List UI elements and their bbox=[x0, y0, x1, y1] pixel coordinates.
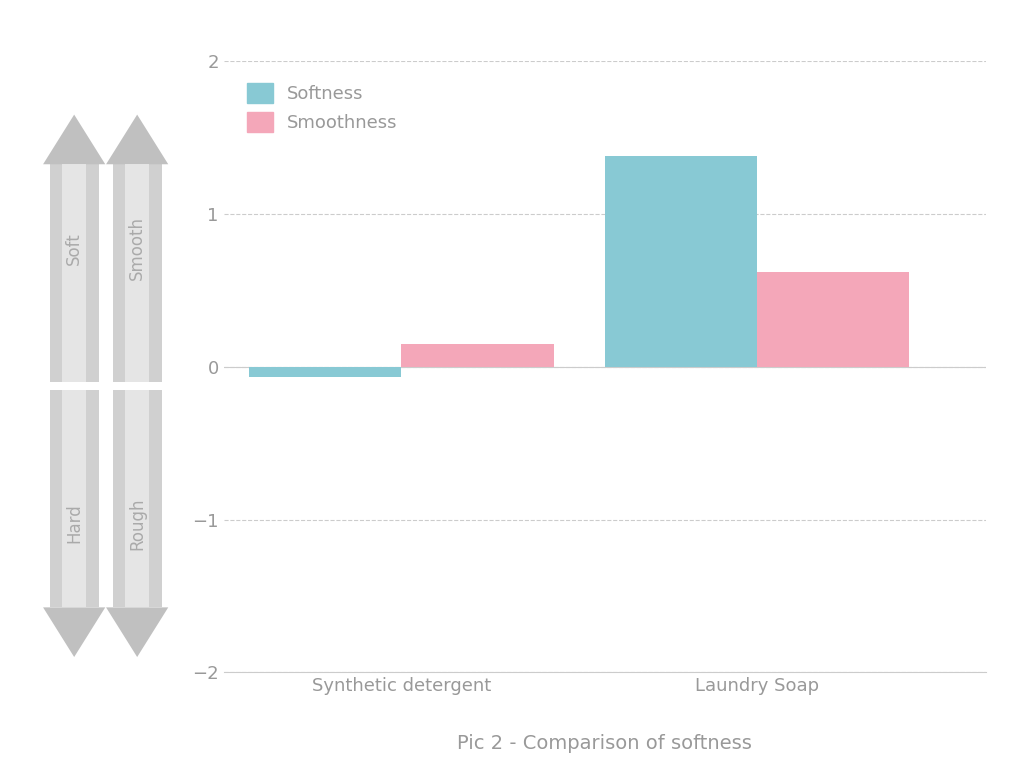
Polygon shape bbox=[62, 390, 86, 607]
Legend: Softness, Smoothness: Softness, Smoothness bbox=[240, 76, 404, 140]
Polygon shape bbox=[43, 115, 106, 164]
Bar bbox=[605, 156, 757, 367]
Polygon shape bbox=[43, 607, 106, 657]
Text: Hard: Hard bbox=[65, 503, 83, 543]
Text: Rough: Rough bbox=[128, 497, 146, 549]
Polygon shape bbox=[62, 164, 86, 382]
Polygon shape bbox=[106, 115, 169, 164]
Text: Smooth: Smooth bbox=[128, 216, 146, 280]
Polygon shape bbox=[113, 164, 162, 382]
Polygon shape bbox=[113, 390, 162, 607]
Text: Pic 2 - Comparison of softness: Pic 2 - Comparison of softness bbox=[457, 733, 752, 753]
Text: Soft: Soft bbox=[65, 232, 83, 264]
Polygon shape bbox=[125, 390, 149, 607]
Polygon shape bbox=[106, 607, 169, 657]
Polygon shape bbox=[50, 390, 99, 607]
Polygon shape bbox=[125, 164, 149, 382]
Bar bbox=[401, 344, 554, 367]
Bar bbox=[249, 367, 401, 377]
Polygon shape bbox=[50, 164, 99, 382]
Bar bbox=[757, 272, 909, 367]
